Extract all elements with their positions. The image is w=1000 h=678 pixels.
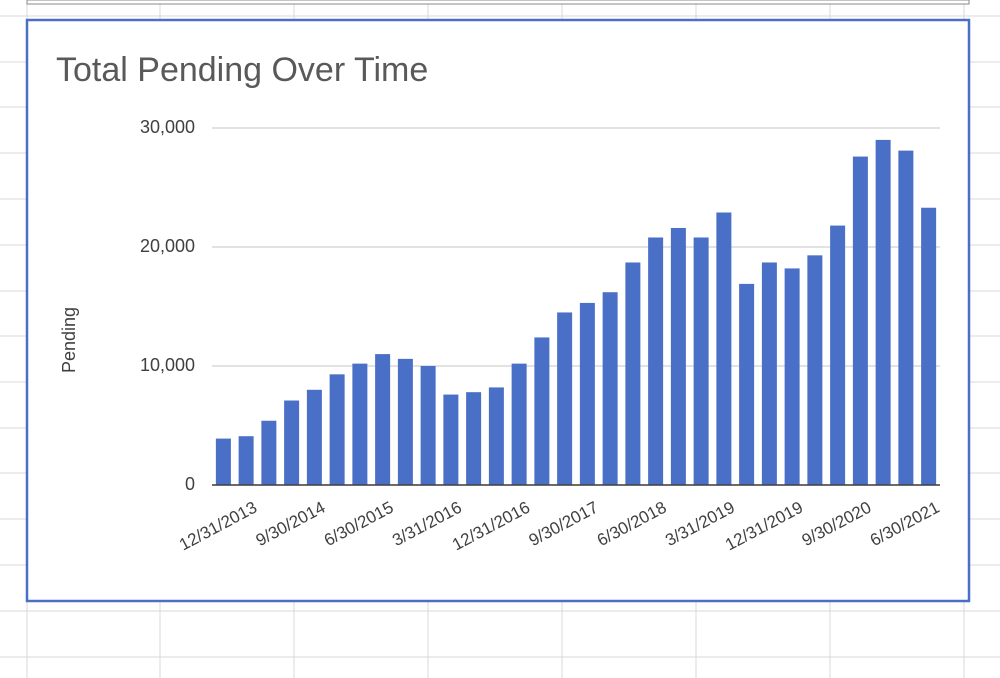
bar [557,312,573,485]
chart-title: Total Pending Over Time [56,51,428,89]
bar [807,255,823,485]
bar [488,387,504,485]
bar [306,389,322,485]
bar [534,337,550,485]
bar [215,438,231,485]
bar [784,268,800,485]
bar [875,139,891,485]
bar [397,358,413,485]
bar [693,237,709,485]
bar [466,392,482,485]
y-axis-label: Pending [59,307,79,373]
y-tick-label: 0 [185,474,195,494]
y-tick-label: 20,000 [140,236,195,256]
bar [921,207,937,486]
bar [716,212,732,486]
bar [852,156,868,485]
bar [443,394,459,485]
y-tick-label: 10,000 [140,355,195,375]
bar [352,363,368,485]
bar [238,436,254,485]
bar [261,420,277,485]
bar [602,292,618,485]
bar [739,283,755,485]
y-tick-label: 30,000 [140,117,195,137]
bar [579,302,595,485]
bar [761,262,777,485]
bar [898,150,914,486]
bar [329,374,345,485]
bar [625,262,641,485]
bar [830,225,846,485]
bar [648,237,664,485]
chart-above [26,0,970,5]
bar [420,366,436,485]
bar [375,354,391,485]
bar [284,400,300,485]
bar [511,363,527,485]
bar [670,227,686,485]
